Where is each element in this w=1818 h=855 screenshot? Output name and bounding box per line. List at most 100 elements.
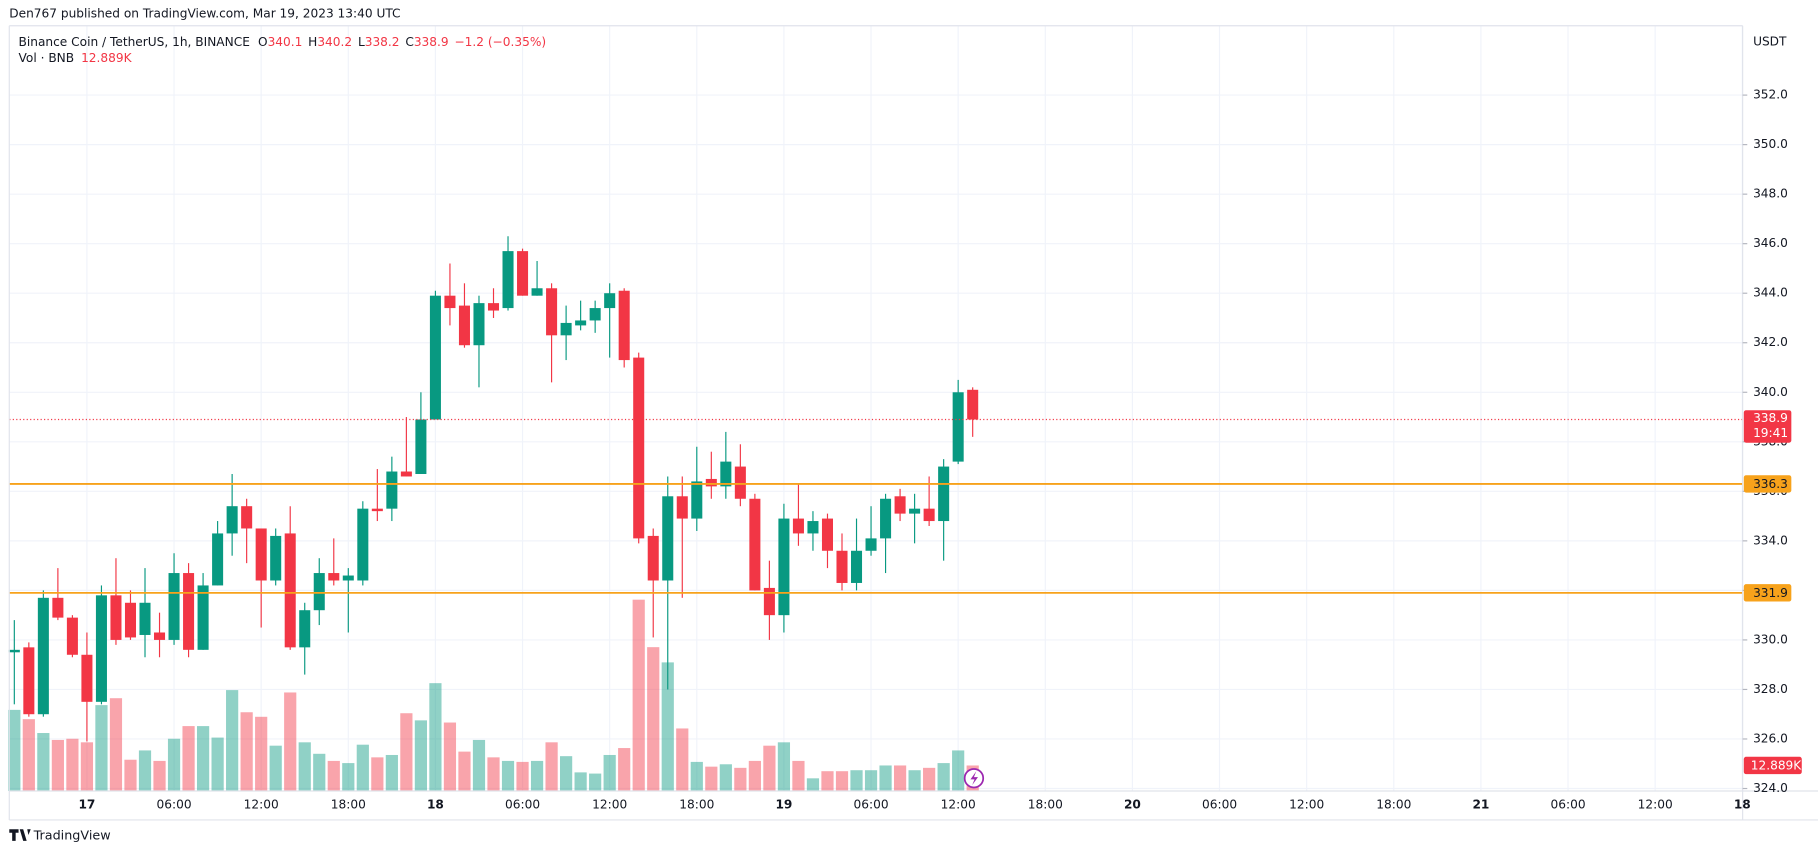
candle-body [255,528,267,581]
volume-bar [850,770,863,791]
volume-bar [864,770,878,791]
candle-body [938,466,950,522]
volume-bar [690,761,703,791]
y-tick-label: 352.0 [1753,88,1788,102]
volume-bar [458,751,471,791]
candle-body [110,595,122,640]
y-tick-label: 342.0 [1753,335,1788,349]
volume-bar [603,754,616,791]
volume-bar [284,692,297,791]
candle-body [749,498,761,591]
candle-body [880,498,892,539]
volume-bar [574,772,587,791]
level-tag [1743,475,1792,493]
ohlc-key: C [405,34,414,48]
x-tick-label: 06:00 [854,797,889,811]
volume-bar [763,745,776,791]
candle-body [952,392,964,462]
candle-body [487,303,500,311]
candle-body [894,496,906,514]
volume-bar [95,705,108,791]
candle-body [415,419,427,474]
level-tag [1743,584,1792,602]
volume-bar [792,760,805,791]
x-tick-label: 12:00 [244,797,279,811]
x-tick-label: 18:00 [679,797,714,811]
candle-body [807,521,819,534]
x-tick-label: 12:00 [1289,797,1324,811]
y-tick-label: 328.0 [1753,682,1788,696]
volume-bar [153,760,166,791]
y-tick-label: 348.0 [1753,187,1788,201]
candle-body [342,575,354,581]
x-tick-label: 20 [1124,797,1141,811]
volume-bar [487,757,500,791]
candle-body [212,533,224,586]
candle-body [95,595,107,702]
ohlc-key: L [358,34,365,48]
last-price-tag [1743,410,1792,443]
volume-value: 12.889K [81,51,133,65]
volume-bar [806,778,820,791]
x-tick-label: 18 [427,797,444,811]
candle-body [8,649,20,653]
volume-bar [182,726,195,791]
candle-body [967,389,979,420]
candle-body [473,303,485,346]
candle-body [429,295,441,420]
volume-bar [937,763,950,791]
candle-body [517,251,529,296]
volume-tag [1743,756,1802,775]
volume-bar [545,742,558,791]
volume-bar [472,739,486,791]
volume-bar [618,748,631,791]
x-tick-label: 21 [1472,797,1489,811]
volume-bar [211,737,224,791]
volume-bar [80,742,94,791]
volume-bar [560,756,573,791]
candle-body [662,496,674,581]
ohlc-value: 338.9 [414,34,449,48]
candle-body [444,295,456,309]
x-tick-label: 06:00 [1202,797,1237,811]
x-tick-label: 18:00 [331,797,366,811]
y-tick-label: 324.0 [1753,781,1788,795]
volume-pane [8,599,979,791]
volume-bar [109,698,123,791]
candle-body [821,518,833,551]
volume-bar [923,767,936,791]
candle-body [909,508,921,514]
ohlc-value: 340.1 [268,34,303,48]
volume-bar [661,662,674,791]
volume-bar [705,766,718,791]
volume-bar [647,647,660,791]
volume-bar [342,763,355,791]
candle-body [647,535,659,581]
candle-body [23,647,35,715]
symbol-legend: Binance Coin / TetherUS, 1h, BINANCE O340… [19,34,547,48]
volume-bar [835,771,849,791]
volume-name: Vol · BNB [19,51,75,65]
volume-bar [298,742,311,791]
volume-bar [37,733,50,791]
candle-body [139,602,151,635]
alert-bolt [970,771,978,786]
candle-body [633,357,645,539]
candle-body [168,573,180,640]
volume-bar [196,726,210,791]
candle-body [778,518,790,616]
candle-body [37,597,49,715]
volume-bar [240,712,253,791]
volume-bar [124,759,137,791]
candle-body [52,597,64,618]
candle-body [197,585,209,650]
volume-bar [22,719,35,791]
published-note: Den767 published on TradingView.com, Mar… [9,7,400,21]
volume-bar [269,745,282,791]
x-tick-label: 06:00 [1551,797,1586,811]
candle-body [575,320,587,326]
candle-body [154,632,166,640]
last-price-label: 338.9 [1753,411,1788,425]
y-tick-label: 326.0 [1753,731,1788,745]
